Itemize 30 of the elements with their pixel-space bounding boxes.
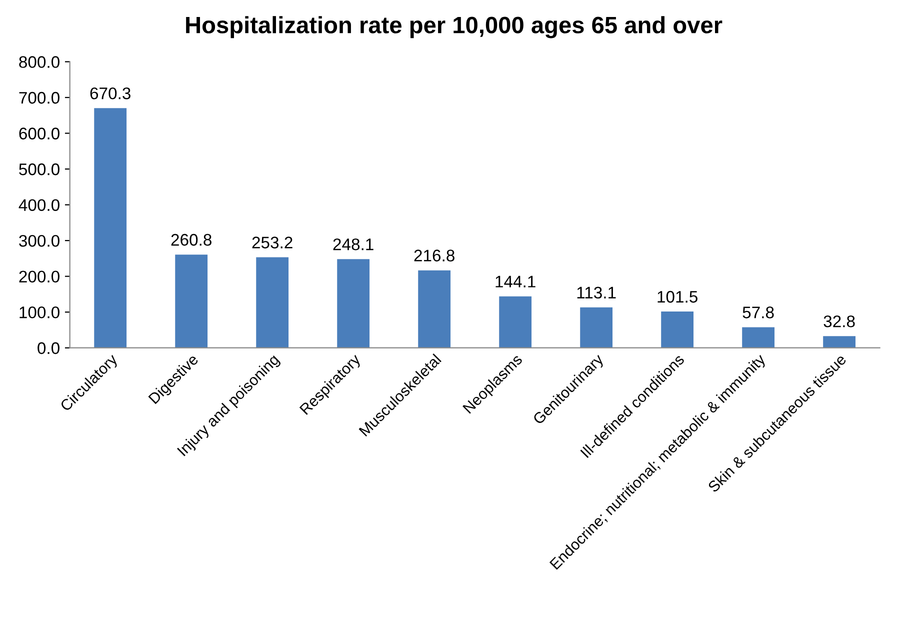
bar — [499, 296, 532, 348]
data-label: 32.8 — [824, 315, 855, 328]
bar — [742, 327, 774, 348]
y-tick-label: 0.0 — [38, 342, 60, 354]
data-label: 144.1 — [496, 276, 536, 288]
bar — [94, 108, 127, 348]
bar — [337, 259, 370, 348]
bar — [175, 254, 208, 348]
y-tick-label: 500.0 — [19, 163, 60, 176]
data-label: 670.3 — [90, 87, 130, 100]
data-label: 57.8 — [742, 306, 774, 318]
bar — [823, 336, 856, 348]
data-label: 253.2 — [252, 236, 292, 248]
y-tick-label: 700.0 — [19, 92, 60, 104]
y-tick-label: 100.0 — [20, 306, 60, 318]
y-tick-label: 600.0 — [19, 128, 60, 140]
bar — [418, 270, 451, 348]
y-tick-label: 200.0 — [19, 270, 60, 283]
data-label: 101.5 — [658, 290, 698, 303]
bar — [256, 257, 289, 348]
data-label: 260.8 — [171, 234, 212, 246]
chart-title: Hospitalization rate per 10,000 ages 65 and over — [186, 16, 722, 38]
data-label: 248.1 — [333, 238, 374, 250]
bar — [661, 312, 694, 348]
data-label: 216.8 — [414, 250, 454, 262]
y-tick-label: 300.0 — [19, 234, 60, 247]
data-label: 113.1 — [577, 286, 616, 299]
y-tick-label: 400.0 — [18, 199, 60, 211]
bar — [580, 307, 613, 348]
y-tick-label: 800.0 — [19, 56, 60, 68]
